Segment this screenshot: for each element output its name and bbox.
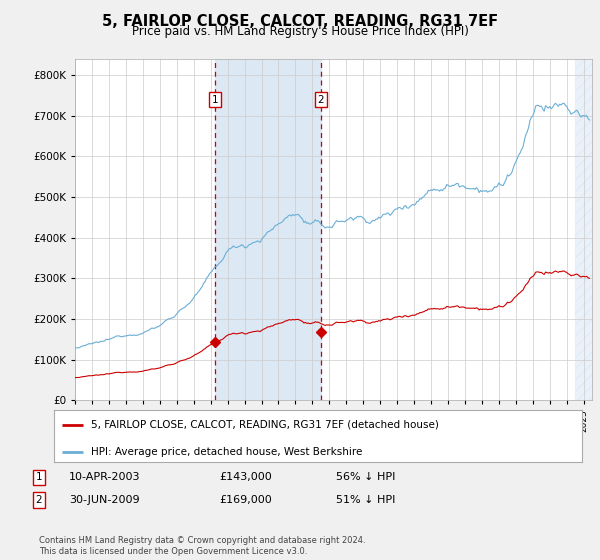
Text: 30-JUN-2009: 30-JUN-2009 (69, 495, 140, 505)
Text: 1: 1 (212, 95, 218, 105)
Text: £143,000: £143,000 (219, 472, 272, 482)
Text: £169,000: £169,000 (219, 495, 272, 505)
Text: 2: 2 (317, 95, 324, 105)
Text: 5, FAIRLOP CLOSE, CALCOT, READING, RG31 7EF (detached house): 5, FAIRLOP CLOSE, CALCOT, READING, RG31 … (91, 420, 439, 430)
Bar (575, 59, 594, 400)
Text: 1: 1 (35, 472, 43, 482)
Text: 51% ↓ HPI: 51% ↓ HPI (336, 495, 395, 505)
Text: Price paid vs. HM Land Registry's House Price Index (HPI): Price paid vs. HM Land Registry's House … (131, 25, 469, 38)
Text: 5, FAIRLOP CLOSE, CALCOT, READING, RG31 7EF: 5, FAIRLOP CLOSE, CALCOT, READING, RG31 … (102, 14, 498, 29)
Text: 56% ↓ HPI: 56% ↓ HPI (336, 472, 395, 482)
Text: Contains HM Land Registry data © Crown copyright and database right 2024.
This d: Contains HM Land Registry data © Crown c… (39, 536, 365, 556)
Bar (215, 59, 321, 400)
Text: 10-APR-2003: 10-APR-2003 (69, 472, 140, 482)
Text: HPI: Average price, detached house, West Berkshire: HPI: Average price, detached house, West… (91, 447, 362, 457)
Text: 2: 2 (35, 495, 43, 505)
